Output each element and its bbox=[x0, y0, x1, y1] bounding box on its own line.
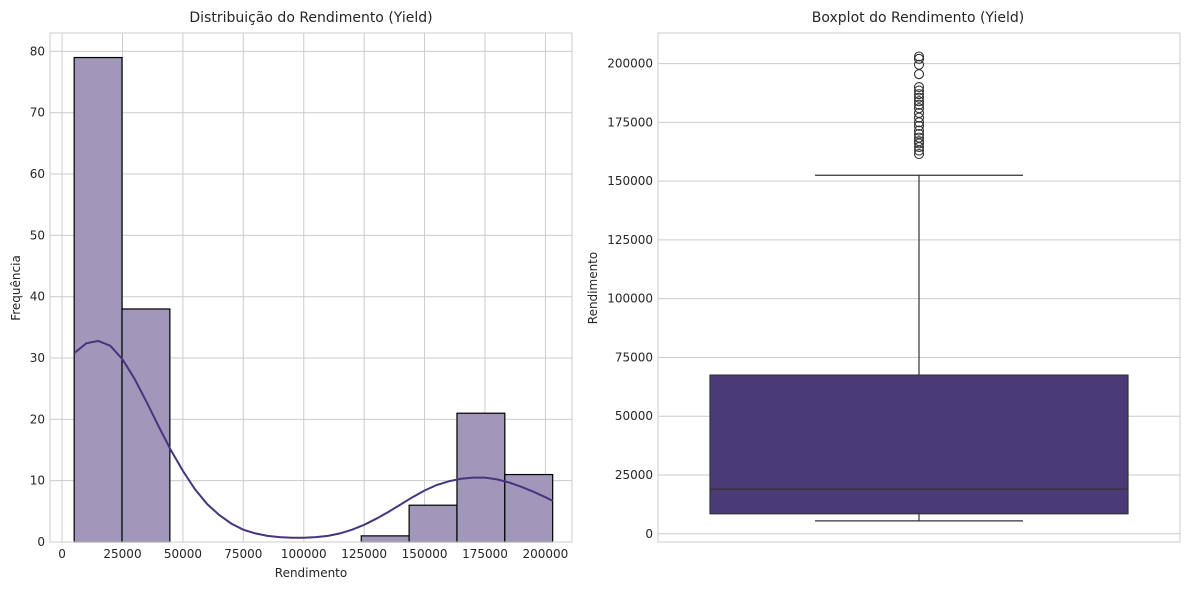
outlier-point bbox=[913, 99, 925, 110]
boxplot-y-tick-label: 75000 bbox=[615, 350, 653, 364]
outlier-point bbox=[913, 53, 925, 64]
histogram-y-tick-label: 10 bbox=[30, 474, 45, 488]
histogram-y-tick-label: 80 bbox=[30, 44, 45, 58]
histogram-y-tick-label: 0 bbox=[37, 535, 45, 549]
boxplot-y-label: Rendimento bbox=[586, 252, 600, 324]
boxplot-y-tick-label: 25000 bbox=[615, 468, 653, 482]
histogram-y-tick-label: 70 bbox=[30, 106, 45, 120]
histogram-y-tick-label: 30 bbox=[30, 351, 45, 365]
outlier-point bbox=[913, 51, 925, 62]
histogram-bar bbox=[73, 56, 123, 543]
histogram-y-ticks: 0 10 20 30 40 50 60 70 80 bbox=[30, 44, 45, 549]
outlier-point bbox=[913, 103, 925, 114]
boxplot-y-tick-label: 100000 bbox=[607, 292, 653, 306]
boxplot-y-tick-label: 175000 bbox=[607, 115, 653, 129]
boxplot-y-tick-label: 150000 bbox=[607, 174, 653, 188]
histogram-x-tick-label: 0 bbox=[58, 547, 66, 561]
histogram-x-tick-label: 50000 bbox=[164, 547, 202, 561]
interquartile-box bbox=[709, 374, 1129, 515]
histogram-bars bbox=[73, 56, 554, 543]
boxplot-y-ticks: 0 25000 50000 75000 100000 125000 150000 175000… bbox=[607, 57, 653, 541]
outlier-point bbox=[913, 82, 925, 93]
histogram-x-tick-label: 75000 bbox=[224, 547, 262, 561]
boxplot-frame bbox=[657, 32, 1181, 543]
kde-curve bbox=[73, 339, 554, 539]
histogram-y-tick-label: 20 bbox=[30, 412, 45, 426]
boxplot-y-tick-label: 125000 bbox=[607, 233, 653, 247]
histogram-y-label: Frequência bbox=[9, 255, 23, 321]
outlier-point bbox=[913, 85, 925, 96]
boxplot-y-tick-label: 200000 bbox=[607, 57, 653, 71]
histogram-panel: Distribuição do Rendimento (Yield) 0 2500… bbox=[9, 10, 573, 580]
outlier-point bbox=[913, 69, 925, 80]
histogram-x-tick-label: 200000 bbox=[523, 547, 569, 561]
histogram-x-tick-label: 175000 bbox=[462, 547, 508, 561]
outlier-point bbox=[913, 136, 925, 147]
outlier-point bbox=[913, 149, 925, 160]
histogram-bar bbox=[504, 473, 554, 543]
boxplot-outliers bbox=[913, 51, 925, 160]
outlier-point bbox=[913, 129, 925, 140]
histogram-bar bbox=[121, 308, 171, 543]
histogram-x-tick-label: 25000 bbox=[103, 547, 141, 561]
histogram-x-label: Rendimento bbox=[275, 566, 347, 580]
boxplot-y-tick-label: 0 bbox=[645, 527, 653, 541]
outlier-point bbox=[913, 132, 925, 143]
histogram-x-ticks: 0 25000 50000 75000 100000 125000 150000 175000… bbox=[58, 547, 568, 561]
histogram-frame bbox=[49, 32, 573, 543]
histogram-x-tick-label: 125000 bbox=[341, 547, 387, 561]
outlier-point bbox=[913, 125, 925, 136]
histogram-bar bbox=[408, 504, 458, 543]
histogram-x-tick-label: 150000 bbox=[402, 547, 448, 561]
outlier-point bbox=[913, 120, 925, 131]
outlier-point bbox=[913, 92, 925, 103]
outlier-point bbox=[913, 89, 925, 100]
histogram-y-tick-label: 50 bbox=[30, 228, 45, 242]
histogram-y-tick-label: 60 bbox=[30, 167, 45, 181]
outlier-point bbox=[913, 96, 925, 107]
histogram-y-tick-label: 40 bbox=[30, 290, 45, 304]
outlier-point bbox=[913, 59, 925, 70]
boxplot-y-tick-label: 50000 bbox=[615, 409, 653, 423]
histogram-title: Distribuição do Rendimento (Yield) bbox=[189, 10, 432, 26]
boxplot-panel: Boxplot do Rendimento (Yield) 0 25000 5000… bbox=[586, 10, 1181, 543]
histogram-bar bbox=[360, 535, 410, 543]
outlier-point bbox=[913, 107, 925, 118]
boxplot-title: Boxplot do Rendimento (Yield) bbox=[812, 10, 1024, 26]
histogram-x-tick-label: 100000 bbox=[281, 547, 327, 561]
boxplot-elements bbox=[709, 174, 1129, 522]
